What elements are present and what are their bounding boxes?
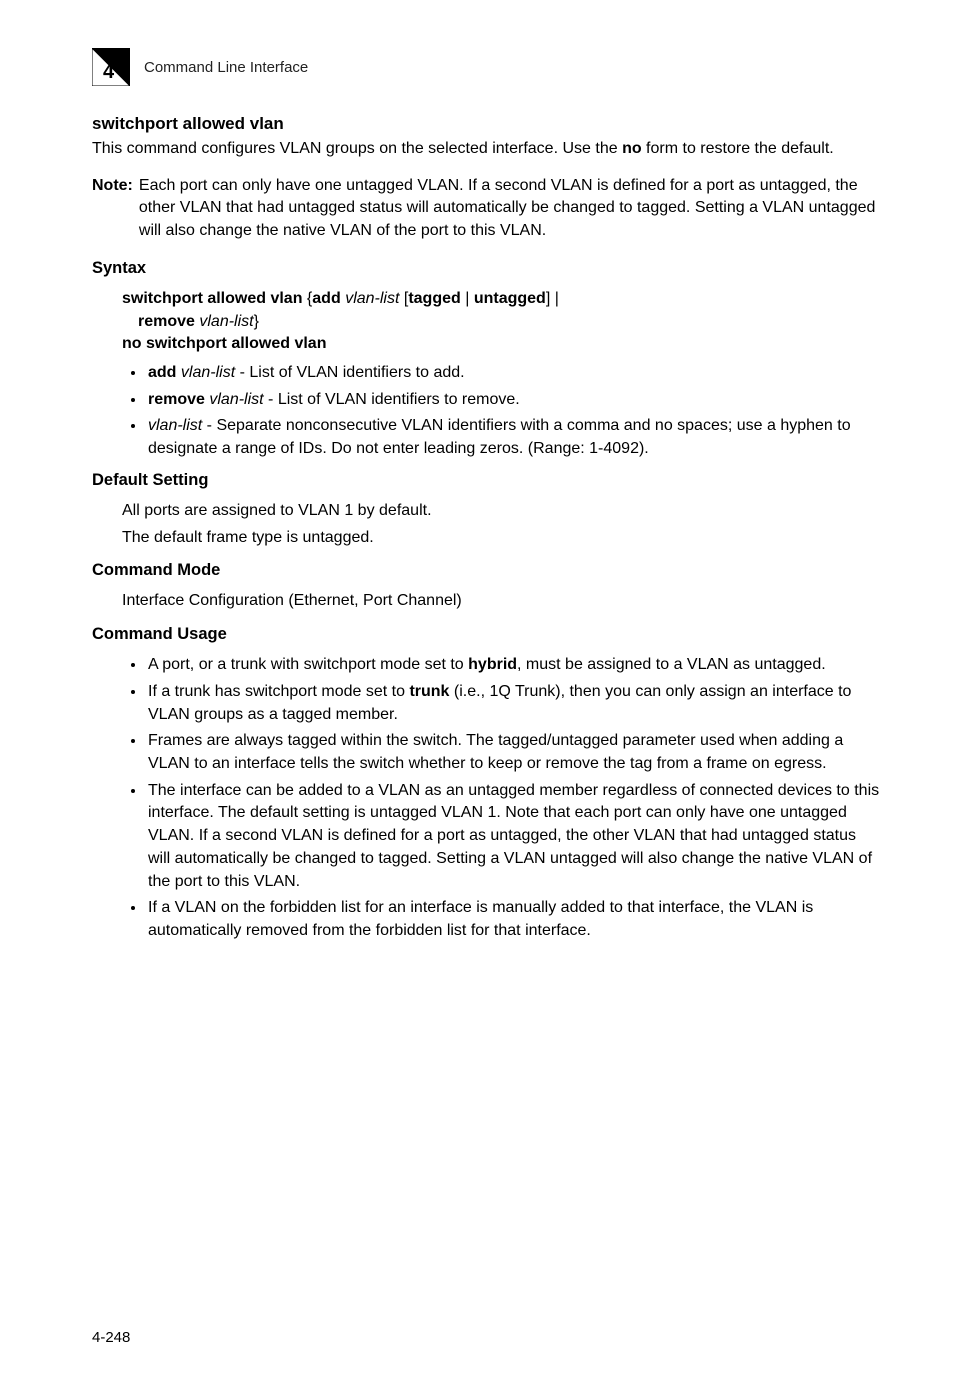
syntax-heading: Syntax — [92, 259, 882, 278]
syntax-bullet: add vlan-list - List of VLAN identifiers… — [146, 362, 882, 385]
note-text: Each port can only have one untagged VLA… — [139, 175, 882, 243]
command-usage-heading: Command Usage — [92, 625, 882, 644]
default-setting-line: The default frame type is untagged. — [122, 527, 882, 550]
command-mode-text: Interface Configuration (Ethernet, Port … — [122, 590, 882, 613]
syntax-bullet: remove vlan-list - List of VLAN identifi… — [146, 389, 882, 412]
syntax-bullet: vlan-list - Separate nonconsecutive VLAN… — [146, 415, 882, 460]
chapter-label: Command Line Interface — [144, 59, 308, 76]
usage-bullet: The interface can be added to a VLAN as … — [146, 780, 882, 894]
syntax-line-3: no switchport allowed vlan — [122, 333, 882, 356]
syntax-bullets: add vlan-list - List of VLAN identifiers… — [146, 362, 882, 461]
syntax-block: switchport allowed vlan {add vlan-list [… — [122, 288, 882, 356]
note-label: Note: — [92, 175, 133, 243]
syntax-line-1: switchport allowed vlan {add vlan-list [… — [122, 288, 882, 311]
usage-bullet: If a trunk has switchport mode set to tr… — [146, 681, 882, 726]
chapter-number: 4 — [103, 61, 115, 83]
command-mode-heading: Command Mode — [92, 561, 882, 580]
usage-bullet: Frames are always tagged within the swit… — [146, 730, 882, 775]
usage-bullet: If a VLAN on the forbidden list for an i… — [146, 897, 882, 942]
note-block: Note: Each port can only have one untagg… — [92, 175, 882, 243]
default-setting-line: All ports are assigned to VLAN 1 by defa… — [122, 500, 882, 523]
page-number: 4-248 — [92, 1329, 130, 1346]
chapter-badge: 4 — [92, 48, 130, 86]
syntax-line-2: remove vlan-list} — [138, 311, 882, 334]
intro-text: This command configures VLAN groups on t… — [92, 138, 882, 161]
command-usage-bullets: A port, or a trunk with switchport mode … — [146, 654, 882, 943]
page-header: 4 Command Line Interface — [92, 48, 882, 86]
default-setting-heading: Default Setting — [92, 471, 882, 490]
command-title: switchport allowed vlan — [92, 114, 882, 134]
usage-bullet: A port, or a trunk with switchport mode … — [146, 654, 882, 677]
